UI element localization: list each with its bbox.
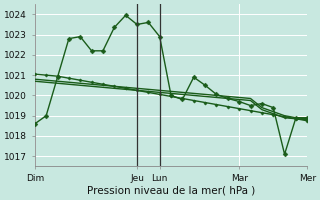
X-axis label: Pression niveau de la mer( hPa ): Pression niveau de la mer( hPa ) [87,186,255,196]
